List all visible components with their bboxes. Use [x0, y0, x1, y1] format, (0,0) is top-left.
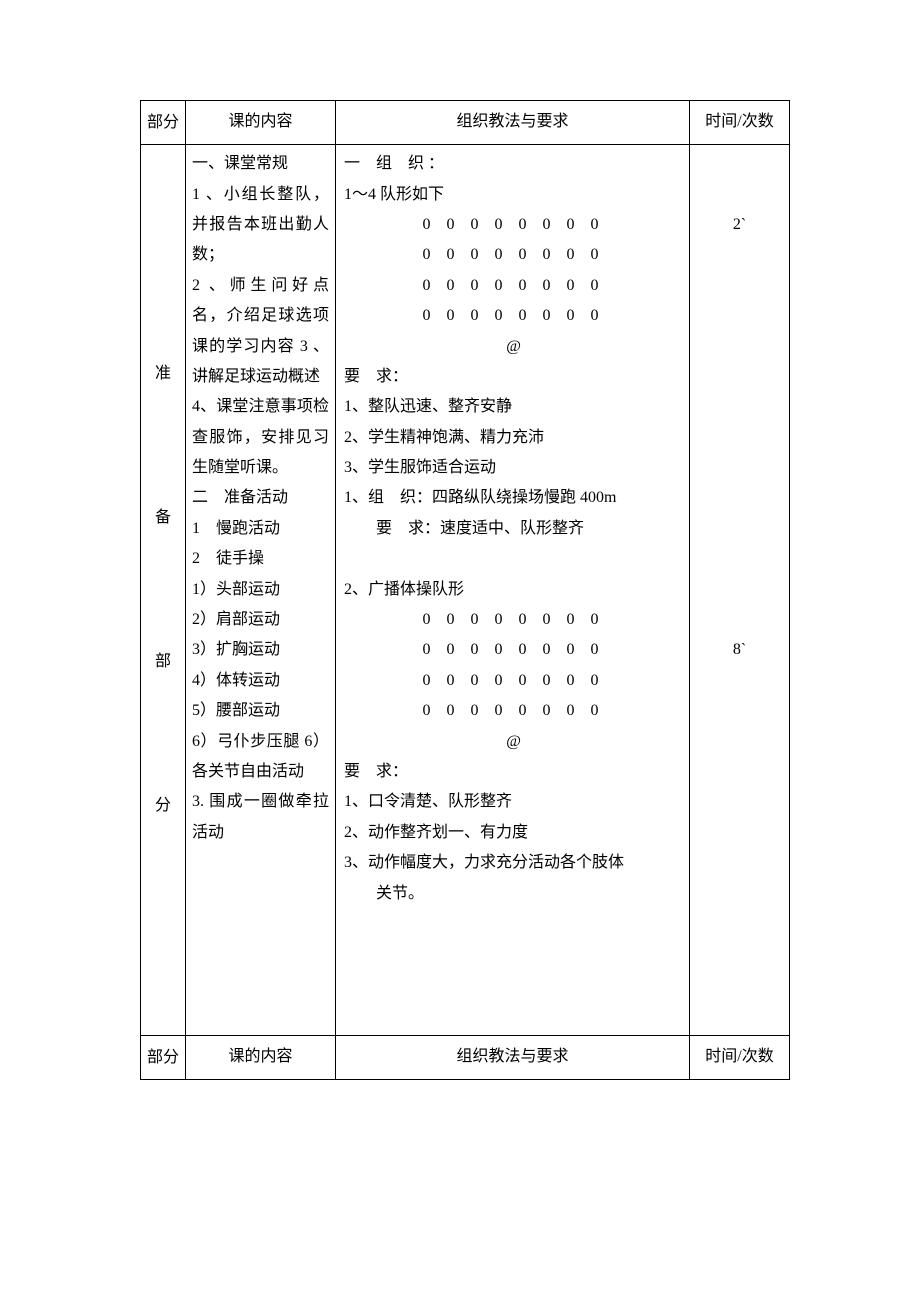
method-cell: 一 组 织 ： 1～4 队形如下 0 0 0 0 0 0 0 0 0 0 0 0… [336, 145, 690, 1035]
formation-row: 0 0 0 0 0 0 0 0 [344, 240, 683, 270]
content-line: 2）肩部运动 [192, 605, 329, 635]
content-line: 二 准备活动 [192, 483, 329, 513]
section-char-1: 准 [155, 365, 171, 382]
header-method: 组织教法与要求 [336, 101, 690, 145]
header-part: 部分 [141, 101, 186, 145]
req-line: 1、整队迅速、整齐安静 [344, 392, 683, 422]
footer-time: 时间/次数 [690, 1035, 790, 1079]
content-line: 4、课堂注意事项检查服饰，安排见习生随堂听课。 [192, 392, 329, 483]
content-line: 2 、师生问好点名，介绍足球选项课的学习内容 3 、讲解足球运动概述 [192, 271, 329, 393]
footer-method: 组织教法与要求 [336, 1035, 690, 1079]
content-line: 1 、小组长整队，并报告本班出勤人数； [192, 180, 329, 271]
content-cell: 一、课堂常规 1 、小组长整队，并报告本班出勤人数； 2 、师生问好点名，介绍足… [186, 145, 336, 1035]
formation-row: 0 0 0 0 0 0 0 0 [344, 271, 683, 301]
formation-row: 0 0 0 0 0 0 0 0 [344, 635, 683, 665]
content-line: 5）腰部运动 [192, 696, 329, 726]
table-footer-row: 部分 课的内容 组织教法与要求 时间/次数 [141, 1035, 790, 1079]
req-line: 2、动作整齐划一、有力度 [344, 818, 683, 848]
table-body-row: 准 备 部 分 一、课堂常规 1 、小组长整队，并报告本班出勤人数； 2 、师生… [141, 145, 790, 1035]
org2-req: 要 求：速度适中、队形整齐 [344, 514, 683, 544]
content-line: 6）弓仆步压腿 6）各关节自由活动 [192, 727, 329, 788]
header-time: 时间/次数 [690, 101, 790, 145]
formation-marker: @ [344, 727, 683, 757]
time-value-2: 8` [696, 635, 783, 665]
time-cell: 2` 8` [690, 145, 790, 1035]
time-value-1: 2` [696, 210, 783, 240]
formation-marker: @ [344, 332, 683, 362]
formation-row: 0 0 0 0 0 0 0 0 [344, 210, 683, 240]
formation-row: 0 0 0 0 0 0 0 0 [344, 666, 683, 696]
req-line: 3、动作幅度大，力求充分活动各个肢体 [344, 848, 683, 878]
formation-intro: 1～4 队形如下 [344, 180, 683, 210]
footer-content: 课的内容 [186, 1035, 336, 1079]
table-header-row: 部分 课的内容 组织教法与要求 时间/次数 [141, 101, 790, 145]
content-line: 1）头部运动 [192, 575, 329, 605]
section-char-4: 分 [155, 797, 171, 814]
org2-line: 1、组 织：四路纵队绕操场慢跑 400m [344, 483, 683, 513]
req-line: 2、学生精神饱满、精力充沛 [344, 423, 683, 453]
formation-row: 0 0 0 0 0 0 0 0 [344, 301, 683, 331]
formation-row: 0 0 0 0 0 0 0 0 [344, 696, 683, 726]
content-line: 一、课堂常规 [192, 149, 329, 179]
req-label: 要 求： [344, 362, 683, 392]
content-line: 1 慢跑活动 [192, 514, 329, 544]
formation-row: 0 0 0 0 0 0 0 0 [344, 605, 683, 635]
footer-part: 部分 [141, 1035, 186, 1079]
req-line: 3、学生服饰适合运动 [344, 453, 683, 483]
content-line: 3. 围成一圈做牵拉活动 [192, 787, 329, 848]
section-char-2: 备 [155, 509, 171, 526]
header-content: 课的内容 [186, 101, 336, 145]
content-line: 2 徒手操 [192, 544, 329, 574]
formation2-title: 2、广播体操队形 [344, 575, 683, 605]
req-label: 要 求： [344, 757, 683, 787]
lesson-plan-table: 部分 课的内容 组织教法与要求 时间/次数 准 备 部 分 一、课堂常规 1 、… [140, 100, 790, 1080]
req-line: 1、口令清楚、队形整齐 [344, 787, 683, 817]
req-tail: 关节。 [344, 879, 683, 909]
org-label: 一 组 织 ： [344, 149, 683, 179]
content-line: 3）扩胸运动 [192, 635, 329, 665]
content-line: 4）体转运动 [192, 666, 329, 696]
section-label-cell: 准 备 部 分 [141, 145, 186, 1035]
section-char-3: 部 [155, 653, 171, 670]
